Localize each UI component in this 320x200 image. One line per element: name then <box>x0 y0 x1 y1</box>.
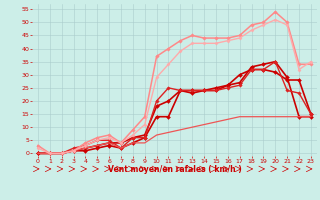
X-axis label: Vent moyen/en rafales ( km/h ): Vent moyen/en rafales ( km/h ) <box>108 165 241 174</box>
